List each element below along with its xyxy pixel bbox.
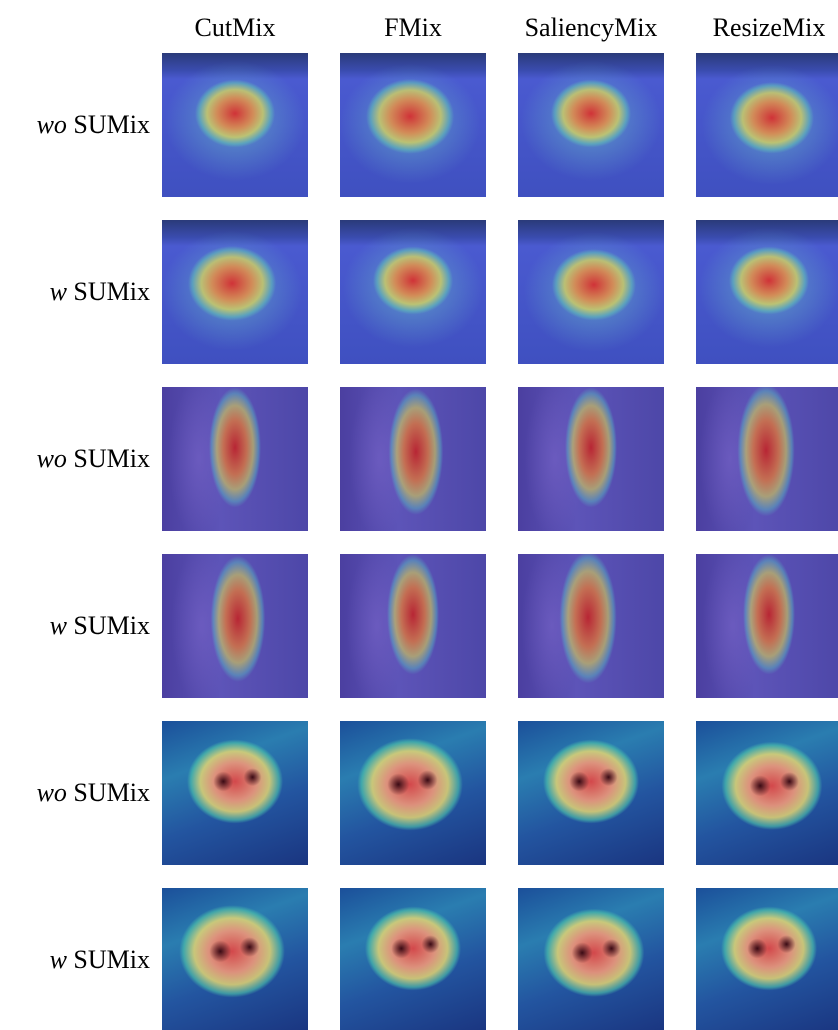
heatmap-image: [340, 721, 486, 865]
row-label-prefix: w: [49, 277, 67, 306]
row-label: wo SUMix: [0, 443, 150, 475]
column-header: FMix: [384, 13, 442, 42]
heatmap-image: [518, 220, 664, 364]
row-label: w SUMix: [0, 610, 150, 642]
row-label-text: SUMix: [73, 945, 150, 974]
row-label-text: SUMix: [73, 778, 150, 807]
row-label-prefix: wo: [36, 778, 67, 807]
row-label-text: SUMix: [73, 611, 150, 640]
heatmap-image: [518, 387, 664, 531]
row-label-prefix: w: [49, 945, 67, 974]
heatmap-image: [340, 387, 486, 531]
heatmap-image: [162, 554, 308, 698]
heatmap-image: [518, 53, 664, 197]
row-label: w SUMix: [0, 276, 150, 308]
heatmap-image: [162, 721, 308, 865]
column-header: CutMix: [194, 13, 276, 42]
row-label-text: SUMix: [73, 110, 150, 139]
row-label: wo SUMix: [0, 777, 150, 809]
column-header: SaliencyMix: [524, 13, 658, 42]
heatmap-image: [696, 721, 838, 865]
heatmap-image: [696, 220, 838, 364]
heatmap-image: [340, 220, 486, 364]
row-label-prefix: w: [49, 611, 67, 640]
heatmap-image: [162, 53, 308, 197]
row-label-text: SUMix: [73, 277, 150, 306]
column-header: ResizeMix: [712, 13, 826, 42]
heatmap-image: [696, 888, 838, 1030]
row-label-prefix: wo: [36, 110, 67, 139]
heatmap-image: [518, 721, 664, 865]
heatmap-image: [340, 554, 486, 698]
heatmap-image: [162, 387, 308, 531]
heatmap-image: [340, 888, 486, 1030]
heatmap-image: [696, 387, 838, 531]
row-label-text: SUMix: [73, 444, 150, 473]
heatmap-image: [696, 53, 838, 197]
heatmap-image: [518, 888, 664, 1030]
heatmap-image: [162, 220, 308, 364]
heatmap-image: [696, 554, 838, 698]
heatmap-image: [518, 554, 664, 698]
row-label: wo SUMix: [0, 109, 150, 141]
heatmap-image: [340, 53, 486, 197]
row-label: w SUMix: [0, 944, 150, 976]
heatmap-image: [162, 888, 308, 1030]
row-label-prefix: wo: [36, 444, 67, 473]
